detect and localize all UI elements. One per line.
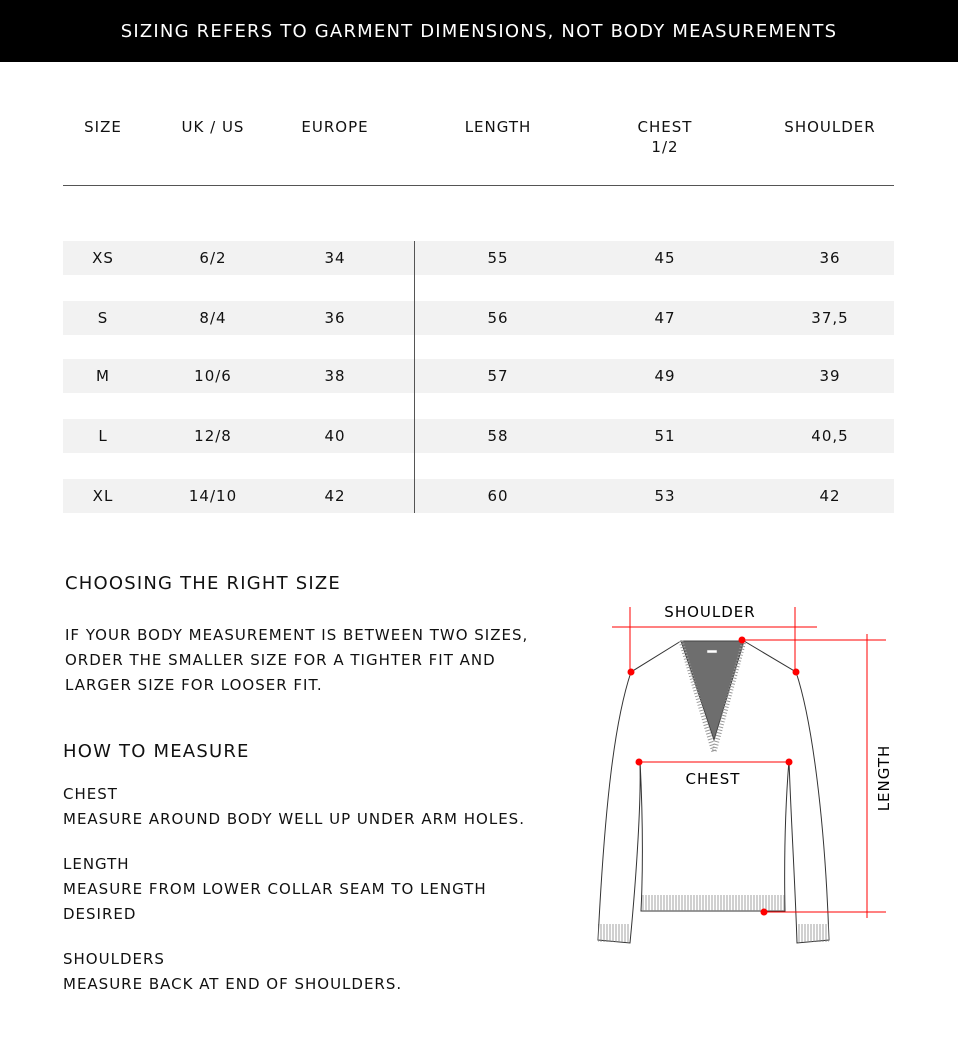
table-cell: 60 [487, 487, 509, 505]
table-row: S 8/4 36 56 47 37,5 [63, 301, 894, 335]
column-header: LENGTH [464, 118, 532, 136]
column-header: CHEST 1/2 [637, 118, 693, 156]
table-cell: 51 [654, 427, 676, 445]
length-text-2: DESIRED [63, 905, 137, 923]
table-cell: 40,5 [811, 427, 849, 445]
table-cell: 37,5 [811, 309, 849, 327]
header-divider [63, 185, 894, 186]
measure-lines [612, 607, 886, 918]
table-cell: 6/2 [199, 249, 227, 267]
table-cell: 8/4 [199, 309, 227, 327]
table-cell: 53 [654, 487, 676, 505]
table-cell: 42 [819, 487, 841, 505]
measure-points [627, 636, 800, 916]
table-cell: 38 [324, 367, 346, 385]
table-cell: 49 [654, 367, 676, 385]
table-cell: 58 [487, 427, 509, 445]
chest-diagram-label: CHEST [686, 770, 741, 788]
column-header: SIZE [84, 118, 122, 136]
how-title: HOW TO MEASURE [63, 741, 250, 762]
table-row: L 12/8 40 58 51 40,5 [63, 419, 894, 453]
column-header: SHOULDER [784, 118, 876, 136]
shoulder-label: SHOULDER [664, 603, 755, 621]
table-cell: 45 [654, 249, 676, 267]
column-divider [414, 241, 415, 513]
chest-text: MEASURE AROUND BODY WELL UP UNDER ARM HO… [63, 810, 525, 828]
table-cell: 40 [324, 427, 346, 445]
table-cell: 34 [324, 249, 346, 267]
table-cell: 55 [487, 249, 509, 267]
table-cell: XS [92, 249, 114, 267]
choosing-line-1: IF YOUR BODY MEASUREMENT IS BETWEEN TWO … [65, 626, 529, 644]
table-row: XS 6/2 34 55 45 36 [63, 241, 894, 275]
table-row: M 10/6 38 57 49 39 [63, 359, 894, 393]
table-cell: M [96, 367, 110, 385]
length-label: LENGTH [63, 855, 130, 873]
shoulders-text: MEASURE BACK AT END OF SHOULDERS. [63, 975, 403, 993]
table-cell: 56 [487, 309, 509, 327]
table-cell: 36 [819, 249, 841, 267]
column-header: EUROPE [301, 118, 369, 136]
sizing-banner: SIZING REFERS TO GARMENT DIMENSIONS, NOT… [0, 0, 958, 62]
choosing-line-3: LARGER SIZE FOR LOOSER FIT. [65, 676, 323, 694]
table-row: XL 14/10 42 60 53 42 [63, 479, 894, 513]
table-cell: 10/6 [194, 367, 232, 385]
table-cell: S [97, 309, 109, 327]
table-cell: L [98, 427, 108, 445]
table-cell: 39 [819, 367, 841, 385]
table-cell: XL [92, 487, 114, 505]
length-text-1: MEASURE FROM LOWER COLLAR SEAM TO LENGTH [63, 880, 487, 898]
table-cell: 36 [324, 309, 346, 327]
table-cell: 12/8 [194, 427, 232, 445]
table-cell: 47 [654, 309, 676, 327]
chest-label: CHEST [63, 785, 118, 803]
column-header: UK / US [181, 118, 245, 136]
sweater-outline [597, 640, 830, 944]
shoulders-label: SHOULDERS [63, 950, 165, 968]
table-cell: 42 [324, 487, 346, 505]
table-cell: 57 [487, 367, 509, 385]
length-diagram-label: LENGTH [875, 745, 893, 812]
choosing-title: CHOOSING THE RIGHT SIZE [65, 573, 341, 594]
choosing-line-2: ORDER THE SMALLER SIZE FOR A TIGHTER FIT… [65, 651, 496, 669]
table-cell: 14/10 [188, 487, 238, 505]
